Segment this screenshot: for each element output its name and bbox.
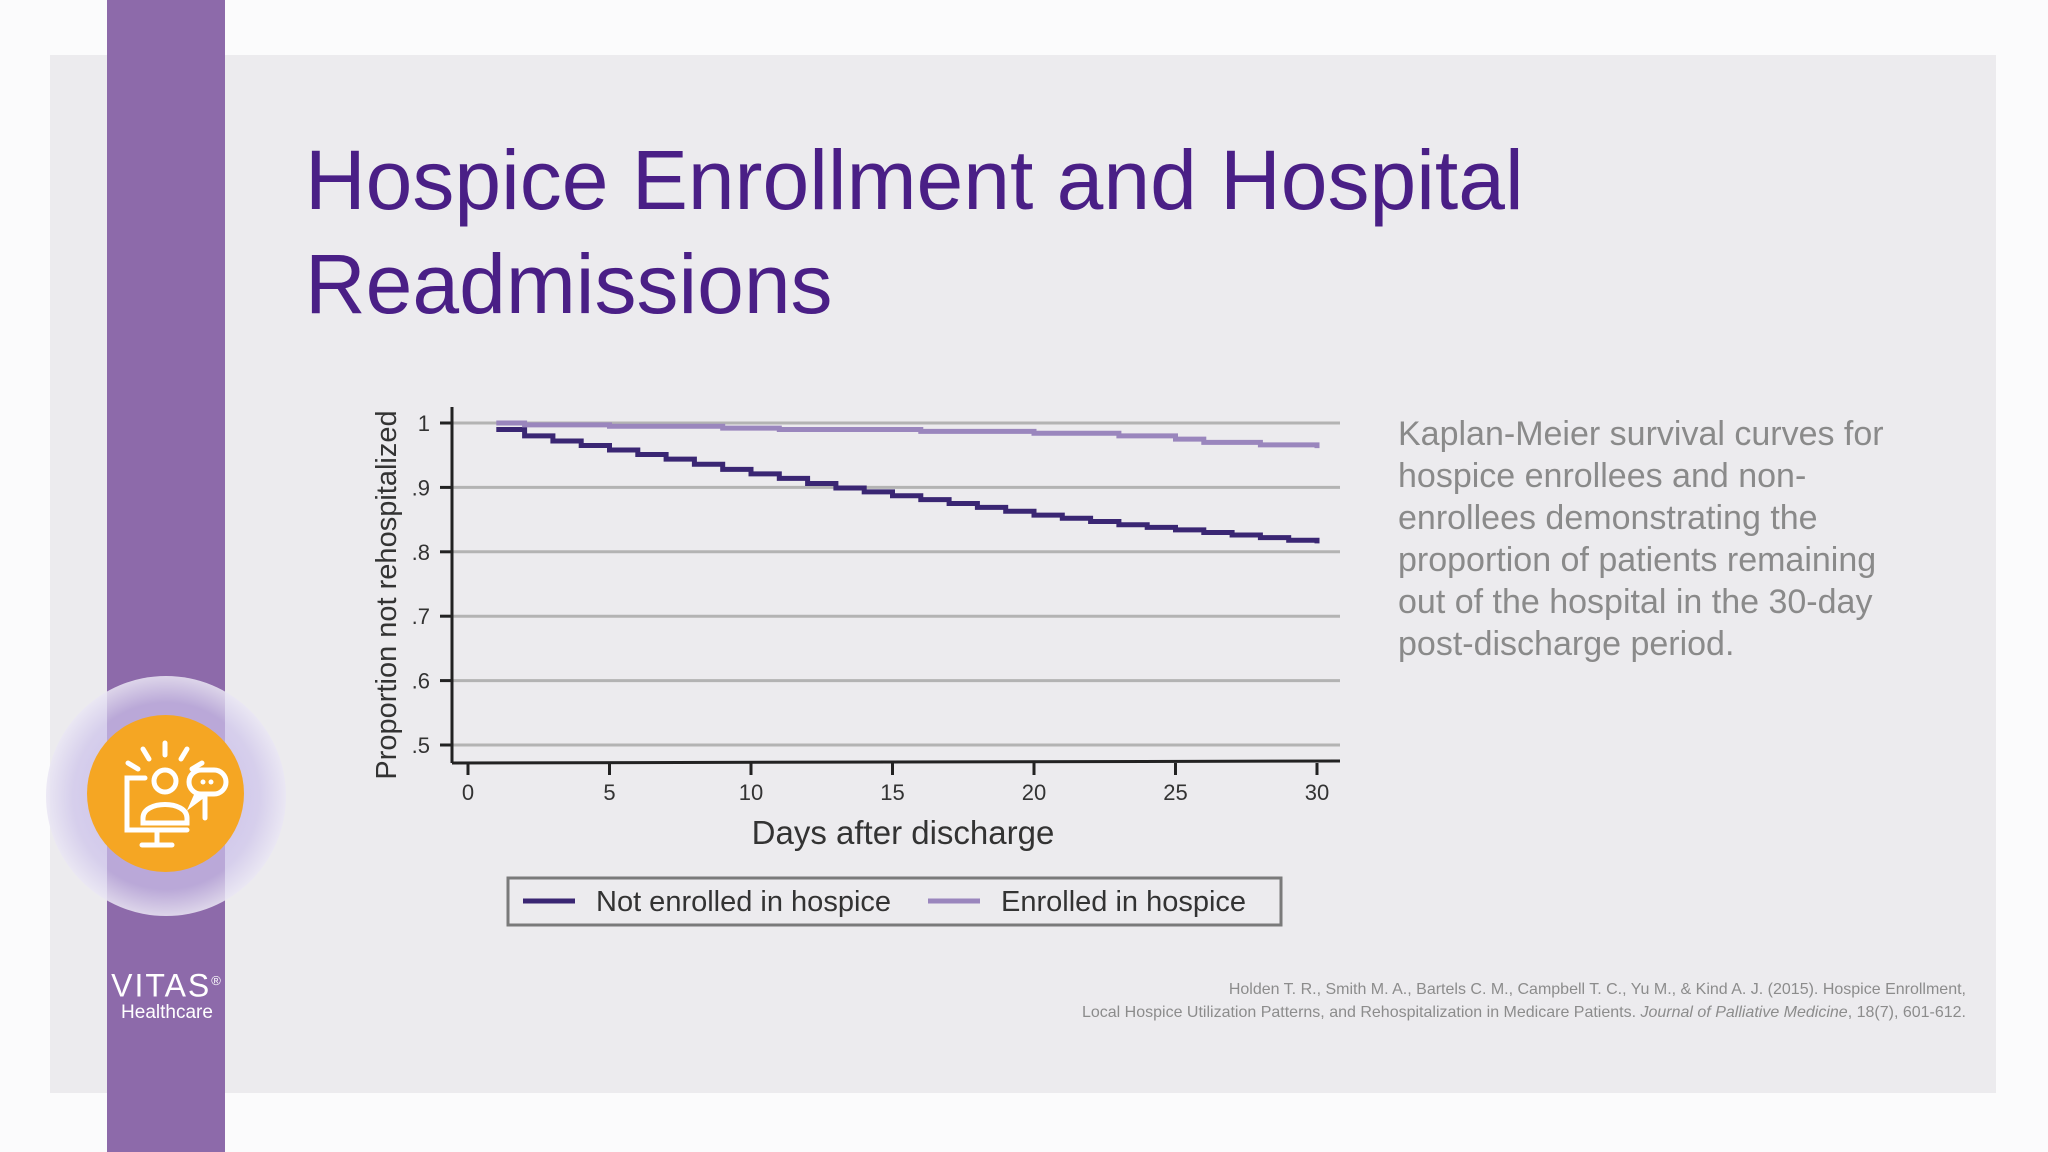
slide-title: Hospice Enrollment and Hospital Readmiss…: [305, 128, 1705, 336]
y-tick-label: .8: [412, 540, 430, 565]
kaplan-meier-chart: .5.6.7.8.910 5 10 15 20 25 30 Proportion not r…: [371, 407, 1341, 927]
citation-line-2: Local Hospice Utilization Patterns, and …: [1081, 1004, 1641, 1021]
x-axis-line: [451, 759, 1341, 765]
y-tick-label: .9: [412, 475, 430, 500]
patient-monitor-badge: [87, 715, 244, 872]
logo-wordmark: VITAS: [111, 967, 212, 1004]
citation-line-1: Holden T. R., Smith M. A., Bartels C. M.…: [1228, 981, 1966, 998]
chart-description: Kaplan-Meier survival curves for hospice…: [1398, 415, 1884, 663]
citation: Holden T. R., Smith M. A., Bartels C. M.…: [866, 978, 1966, 1024]
series-line-not-enrolled: [496, 426, 1320, 544]
citation-journal: Journal of Palliative Medicine: [1640, 1004, 1848, 1021]
x-tick-label: 25: [1163, 780, 1187, 805]
x-tick-label: 0: [462, 780, 474, 805]
x-tick-label: 10: [739, 780, 763, 805]
content-panel: [50, 55, 1996, 1093]
series-line-enrolled: [496, 420, 1320, 449]
y-axis-label: Proportion not rehospitalized: [371, 410, 403, 779]
y-tick-label: 1: [418, 411, 430, 436]
y-tick-label: .6: [412, 669, 430, 694]
x-axis-label: Days after discharge: [752, 814, 1055, 851]
legend-label-not-enrolled: Not enrolled in hospice: [596, 886, 891, 918]
vitas-logo: VITAS® Healthcare: [108, 964, 226, 1023]
logo-trademark: ®: [211, 973, 223, 988]
x-tick-label: 15: [880, 780, 904, 805]
person-at-monitor-icon: [124, 740, 229, 848]
y-tick-label: .5: [412, 733, 430, 758]
citation-volume-pages: , 18(7), 601-612.: [1847, 1004, 1966, 1021]
title-line-1: Hospice Enrollment and Hospital: [305, 133, 1524, 227]
x-tick-label: 30: [1305, 780, 1329, 805]
legend-label-enrolled: Enrolled in hospice: [1001, 886, 1246, 918]
brand-stripe: [107, 0, 225, 1152]
logo-subtitle: Healthcare: [121, 1001, 213, 1023]
chart-legend: Not enrolled in hospice Enrolled in hosp…: [506, 876, 1283, 927]
x-tick-label: 5: [603, 780, 615, 805]
y-tick-label: .7: [412, 604, 430, 629]
legend-frame: [506, 876, 1283, 927]
x-tick-label: 20: [1022, 780, 1046, 805]
title-line-2: Readmissions: [305, 237, 833, 331]
